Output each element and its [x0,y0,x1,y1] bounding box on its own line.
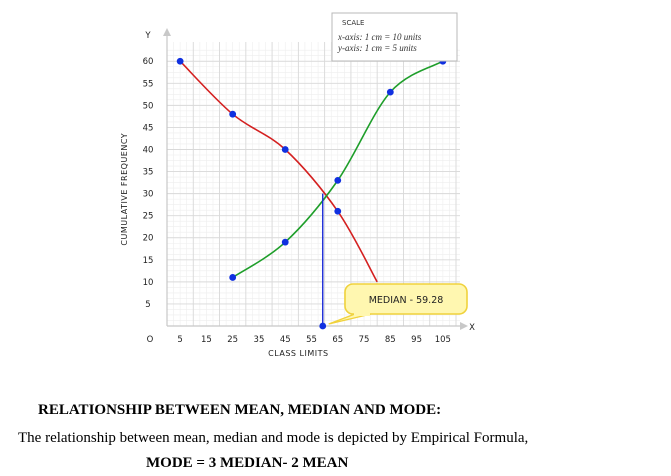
x-tick-label: 15 [201,335,212,345]
scale-box-frame [331,12,458,62]
plot-background [167,42,460,326]
scale-line: x-axis: 1 cm = 10 units [337,32,422,42]
data-point [176,57,184,65]
y-tick-label: 30 [143,190,154,200]
x-tick-label: 45 [280,335,291,345]
median-indicator: MEDIAN - 59.28 [319,193,468,330]
data-point [334,207,342,215]
x-axis-title: CLASS LIMITS [268,349,328,358]
description-text: The relationship between mean, median an… [18,430,529,446]
data-point [281,238,289,246]
y-tick-label: 60 [143,57,154,67]
y-axis-letter: Y [144,31,151,41]
y-tick-label: 35 [143,168,154,178]
x-tick-label: 25 [227,335,238,345]
x-tick-label: 85 [385,335,396,345]
median-label: MEDIAN - 59.28 [369,295,444,306]
data-point [386,88,394,96]
x-tick-label: 65 [332,335,343,345]
data-point [334,176,342,184]
y-tick-label: 5 [145,300,150,310]
y-tick-label: 50 [143,101,154,111]
x-axis-arrow [460,322,468,330]
y-tick-label: 55 [143,79,154,89]
y-axis-arrow [163,28,171,36]
section-heading: RELATIONSHIP BETWEEN MEAN, MEDIAN AND MO… [38,402,442,418]
scale-title: SCALE [342,19,364,27]
ogive-chart: MEDIAN - 59.28 SCALE x-axis: 1 cm = 10 un… [120,12,475,358]
x-tick-label: 55 [306,335,317,345]
y-tick-label: 20 [143,234,154,244]
y-tick-label: 10 [143,278,154,288]
x-tick-label: 75 [359,335,370,345]
data-point [229,274,237,281]
data-point [281,146,289,153]
axis-labels: 5 15 25 35 45 55 65 75 85 95 105 5 10 15 20 25 30 35 40 45 5… [120,31,475,358]
empirical-formula: MODE = 3 MEDIAN- 2 MEAN [146,455,349,471]
x-tick-label: 5 [177,335,182,345]
y-tick-label: 15 [143,256,154,266]
data-point [229,110,237,118]
y-tick-label: 45 [143,123,154,133]
axes [163,28,468,330]
x-tick-label: 35 [254,335,265,345]
x-tick-label: 95 [411,335,422,345]
median-callout-box [344,283,468,315]
y-axis-title: CUMULATIVE FREQUENCY [120,133,129,246]
y-tick-label: 25 [143,212,154,222]
median-callout-join [354,311,370,316]
x-tick-label: 105 [435,335,451,345]
y-tick-label: 40 [143,145,154,155]
origin-label: O [147,335,154,345]
x-axis-letter: X [469,323,475,333]
grid [166,42,460,327]
median-point [319,322,327,330]
scale-line: y-axis: 1 cm = 5 units [337,43,417,53]
